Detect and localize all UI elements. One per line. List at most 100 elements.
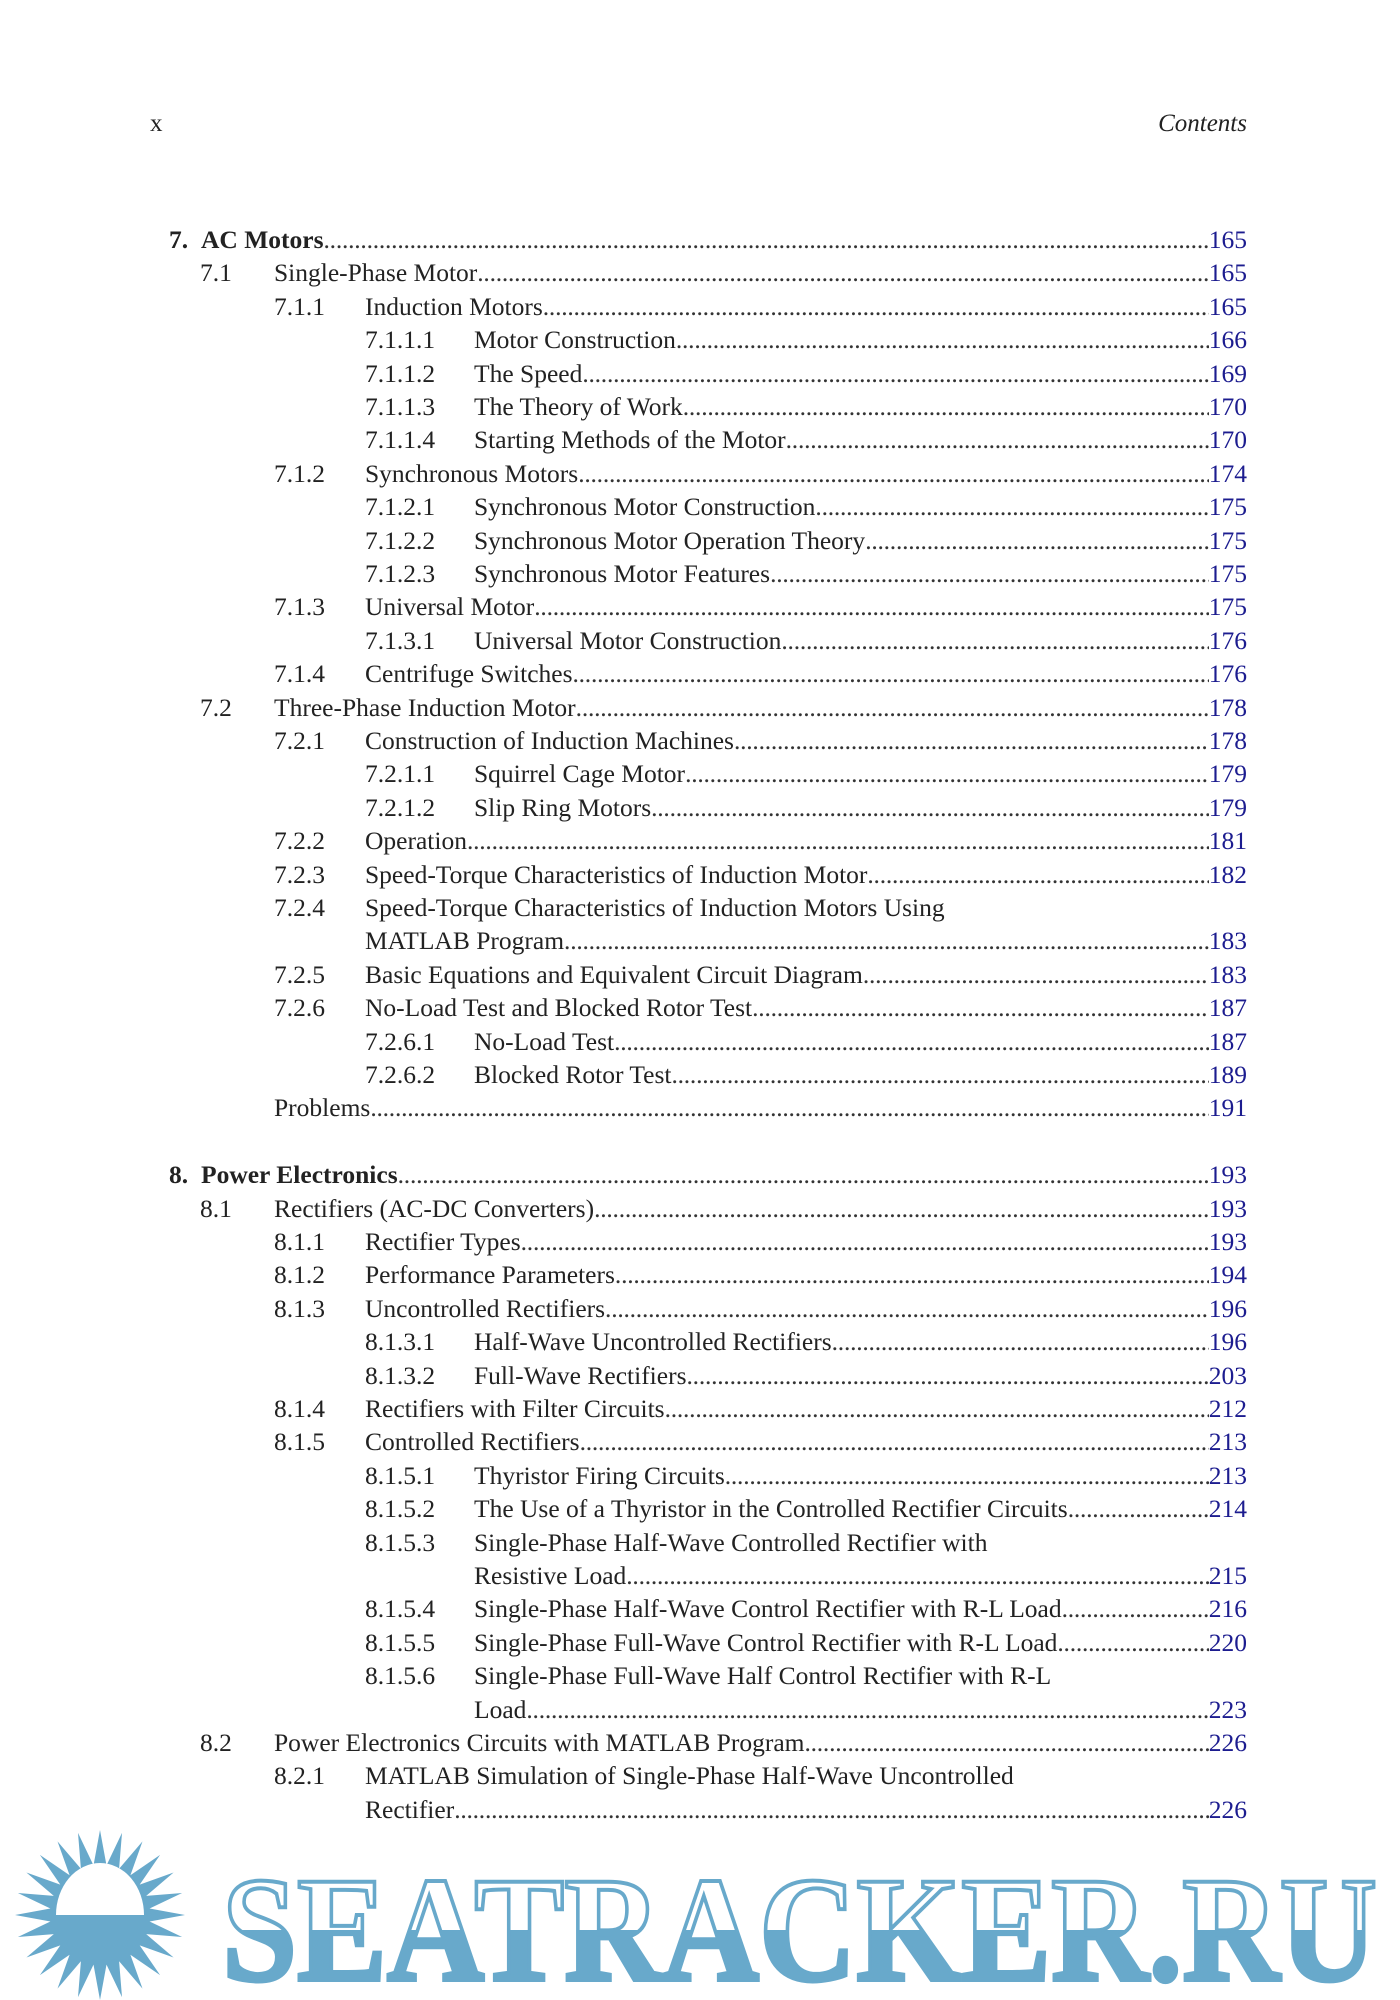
toc-entry[interactable]: MATLAB Simulation of Single-Phase Half-W… (365, 1759, 1247, 1792)
toc-entry[interactable]: Controlled Rectifiers 213 (365, 1425, 1247, 1458)
toc-page-link[interactable]: 179 (1208, 759, 1247, 789)
toc-entry-number: 8.1.5.6 (365, 1661, 436, 1691)
toc-entry[interactable]: Squirrel Cage Motor 179 (474, 757, 1247, 790)
toc-page-link[interactable]: 169 (1208, 358, 1247, 388)
toc-entry[interactable]: Induction Motors 165 (365, 290, 1247, 323)
toc-entry[interactable]: Single-Phase Full-Wave Control Rectifier… (474, 1626, 1247, 1659)
toc-page-link[interactable]: 174 (1208, 458, 1247, 488)
toc-page-link[interactable]: 187 (1208, 993, 1247, 1023)
toc-entry[interactable]: Synchronous Motor Construction 175 (474, 490, 1247, 523)
toc-page-link[interactable]: 165 (1208, 258, 1247, 288)
toc-page-link[interactable]: 183 (1208, 926, 1247, 956)
toc-page-link[interactable]: 181 (1208, 826, 1247, 856)
toc-page-link[interactable]: 193 (1208, 1227, 1247, 1256)
toc-page-link[interactable]: 166 (1208, 325, 1247, 355)
toc-page-link[interactable]: 193 (1208, 1160, 1247, 1190)
toc-entry[interactable]: Rectifiers (AC-DC Converters) 193 (274, 1192, 1247, 1225)
toc-page-link[interactable]: 176 (1208, 659, 1247, 689)
toc-entry[interactable]: Single-Phase Full-Wave Half Control Rect… (474, 1659, 1247, 1692)
dot-leader (324, 223, 1209, 256)
toc-page-link[interactable]: 175 (1208, 492, 1247, 522)
toc-entry[interactable]: Synchronous Motor Features 175 (474, 557, 1247, 590)
toc-entry[interactable]: Blocked Rotor Test 189 (474, 1058, 1247, 1091)
toc-page-link[interactable]: 165 (1208, 291, 1247, 321)
toc-page-link[interactable]: 196 (1208, 1327, 1247, 1357)
toc-page-link[interactable]: 178 (1208, 726, 1247, 755)
toc-entry[interactable]: No-Load Test and Blocked Rotor Test 187 (365, 991, 1247, 1024)
toc-page-link[interactable]: 215 (1208, 1561, 1247, 1590)
toc-entry[interactable]: The Theory of Work 170 (474, 390, 1247, 423)
toc-page-link[interactable]: 226 (1208, 1728, 1247, 1757)
toc-page-link[interactable]: 178 (1208, 692, 1247, 722)
toc-entry-number: 8.1 (200, 1193, 232, 1223)
toc-page-link[interactable]: 187 (1208, 1026, 1247, 1056)
toc-page-link[interactable]: 170 (1208, 425, 1247, 455)
toc-page-link[interactable]: 179 (1208, 792, 1247, 822)
toc-entry[interactable]: Speed-Torque Characteristics of Inductio… (365, 858, 1247, 891)
toc-page-link[interactable]: 175 (1208, 559, 1247, 588)
toc-entry[interactable]: Starting Methods of the Motor 170 (474, 423, 1247, 456)
toc-entry[interactable]: Single-Phase Motor 165 (274, 256, 1247, 289)
toc-entry[interactable]: Basic Equations and Equivalent Circuit D… (365, 958, 1247, 991)
toc-page-link[interactable]: 175 (1208, 592, 1247, 622)
toc-page-link[interactable]: 216 (1208, 1594, 1247, 1624)
toc-entry[interactable]: Single-Phase Half-Wave Control Rectifier… (474, 1592, 1247, 1625)
toc-page-link[interactable]: 193 (1208, 1193, 1247, 1223)
toc-entry[interactable]: Single-Phase Half-Wave Controlled Rectif… (474, 1526, 1247, 1559)
toc-entry[interactable]: Uncontrolled Rectifiers 196 (365, 1292, 1247, 1325)
toc-page-link[interactable]: 213 (1208, 1460, 1247, 1490)
toc-page-link[interactable]: 176 (1208, 625, 1247, 655)
toc-entry[interactable]: Universal Motor 175 (365, 590, 1247, 623)
toc-entry[interactable]: Half-Wave Uncontrolled Rectifiers 196 (474, 1325, 1247, 1358)
toc-entry[interactable]: Rectifiers with Filter Circuits 212 (365, 1392, 1247, 1425)
dot-leader (685, 757, 1209, 790)
toc-page-link[interactable]: 223 (1208, 1694, 1247, 1724)
toc-page-link[interactable]: 213 (1208, 1427, 1247, 1457)
toc-entry-number: 7.2.1.2 (365, 792, 436, 822)
toc-entry[interactable]: Slip Ring Motors 179 (474, 791, 1247, 824)
toc-page-link[interactable]: 183 (1208, 959, 1247, 989)
toc-page-link[interactable]: 196 (1208, 1293, 1247, 1323)
toc-entry[interactable]: Problems 191 (274, 1091, 1247, 1124)
toc-page-link[interactable]: 194 (1208, 1260, 1247, 1290)
toc-entry[interactable]: Full-Wave Rectifiers 203 (474, 1359, 1247, 1392)
toc-page-link[interactable]: 220 (1208, 1627, 1247, 1657)
toc-entry[interactable]: AC Motors 165 (201, 223, 1247, 256)
toc-page-link[interactable]: 212 (1208, 1394, 1247, 1423)
toc-entry[interactable]: MATLAB Program 183 (365, 924, 1247, 957)
toc-page-link[interactable]: 182 (1208, 859, 1247, 889)
toc-entry[interactable]: Performance Parameters 194 (365, 1258, 1247, 1291)
toc-entry[interactable]: Universal Motor Construction 176 (474, 624, 1247, 657)
toc-entry[interactable]: Thyristor Firing Circuits 213 (474, 1459, 1247, 1492)
toc-entry[interactable]: Power Electronics 193 (201, 1158, 1247, 1191)
dot-leader (671, 1058, 1208, 1091)
toc-entry[interactable]: Three-Phase Induction Motor 178 (274, 691, 1247, 724)
toc-page-link[interactable]: 170 (1208, 392, 1247, 421)
toc-page-link[interactable]: 165 (1208, 225, 1247, 254)
toc-entry[interactable]: Operation 181 (365, 824, 1247, 857)
toc-entry[interactable]: Centrifuge Switches 176 (365, 657, 1247, 690)
toc-page-link[interactable]: 214 (1208, 1494, 1247, 1524)
toc-page-link[interactable]: 203 (1208, 1360, 1247, 1390)
toc-page-link[interactable]: 191 (1208, 1093, 1247, 1123)
toc-entry[interactable]: Motor Construction 166 (474, 323, 1247, 356)
toc-entry[interactable]: Power Electronics Circuits with MATLAB P… (274, 1726, 1247, 1759)
toc-entry[interactable]: The Use of a Thyristor in the Controlled… (474, 1492, 1247, 1525)
toc-entry[interactable]: No-Load Test 187 (474, 1025, 1247, 1058)
toc-entry[interactable]: The Speed 169 (474, 357, 1247, 390)
toc-entry[interactable]: Synchronous Motor Operation Theory 175 (474, 524, 1247, 557)
toc-entry[interactable]: Synchronous Motors 174 (365, 457, 1247, 490)
toc-page-link[interactable]: 226 (1208, 1794, 1247, 1824)
toc-entry[interactable]: Speed-Torque Characteristics of Inductio… (365, 891, 1247, 924)
toc-entry-title: Centrifuge Switches (365, 659, 573, 689)
toc-page-link[interactable]: 189 (1208, 1060, 1247, 1089)
toc-entry[interactable]: Resistive Load 215 (474, 1559, 1247, 1592)
toc-page-link[interactable]: 175 (1208, 525, 1247, 555)
toc-entry[interactable]: Construction of Induction Machines 178 (365, 724, 1247, 757)
toc-entry[interactable]: Rectifier Types 193 (365, 1225, 1247, 1258)
toc-entry-title: AC Motors (201, 225, 324, 254)
toc-entry[interactable]: Rectifier 226 (365, 1793, 1247, 1826)
dot-leader (526, 1693, 1208, 1726)
toc-entry[interactable]: Load 223 (474, 1693, 1247, 1726)
dot-leader (576, 691, 1209, 724)
